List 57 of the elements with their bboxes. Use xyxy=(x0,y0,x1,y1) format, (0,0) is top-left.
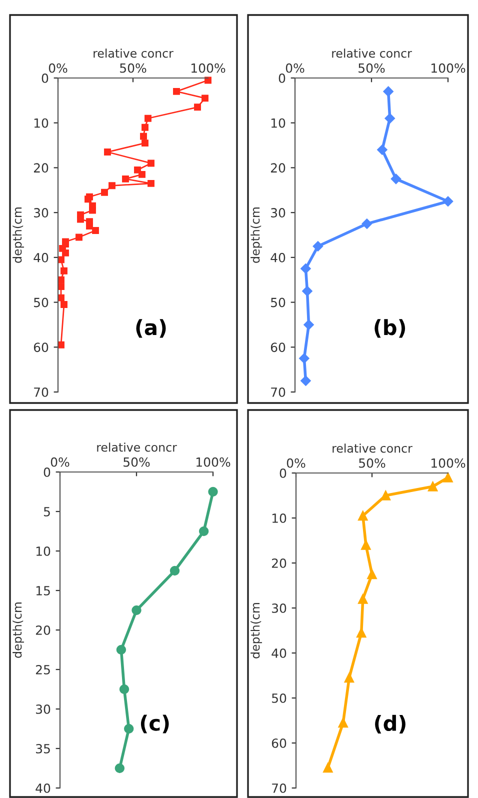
x-axis-title: relative concr xyxy=(332,444,412,453)
annotation: (d) xyxy=(375,714,406,734)
y-tick-label: 0 xyxy=(278,73,286,83)
y-tick-label: 40 xyxy=(34,252,48,262)
y-tick-label: 60 xyxy=(272,738,286,748)
x-tick-label: 100% xyxy=(432,458,466,468)
y-axis-title: depth(cm xyxy=(12,602,24,658)
y-tick-label: 5 xyxy=(44,507,50,516)
y-tick-label: 20 xyxy=(34,163,48,173)
y-tick-label: 0 xyxy=(42,73,48,83)
x-axis-title: relative concr xyxy=(332,48,412,58)
y-tick-label: 70 xyxy=(272,783,286,793)
x-tick-label: 100% xyxy=(196,457,230,467)
y-tick-label: 35 xyxy=(36,744,50,754)
y-axis-title: depth(cm xyxy=(12,208,24,263)
x-tick-label: 100% xyxy=(432,63,466,73)
y-tick-label: 15 xyxy=(36,586,50,596)
y-tick-label: 40 xyxy=(36,783,50,793)
x-tick-label: 50% xyxy=(124,457,150,467)
y-tick-label: 30 xyxy=(272,603,286,613)
y-tick-label: 10 xyxy=(34,118,48,128)
annotation: (c) xyxy=(140,714,169,734)
y-tick-label: 20 xyxy=(36,625,50,635)
x-tick-label: 0% xyxy=(48,63,68,73)
y-tick-label: 60 xyxy=(34,342,48,352)
y-tick-label: 50 xyxy=(272,693,286,703)
y-tick-label: 20 xyxy=(270,163,286,173)
x-tick-label: 0% xyxy=(50,457,70,467)
x-axis-title: relative concr xyxy=(94,48,174,58)
x-tick-label: 50% xyxy=(120,63,146,73)
annotation: (b) xyxy=(374,319,406,338)
x-tick-label: 50% xyxy=(359,458,386,468)
y-tick-label: 70 xyxy=(271,387,286,397)
y-tick-label: 20 xyxy=(272,558,286,568)
y-tick-label: 30 xyxy=(271,208,286,218)
y-tick-label: 30 xyxy=(36,704,50,714)
x-axis-title: relative concr xyxy=(97,442,177,452)
y-tick-label: 60 xyxy=(270,342,286,352)
y-tick-label: 0 xyxy=(44,467,50,477)
y-tick-label: 10 xyxy=(271,118,286,128)
x-tick-label: 50% xyxy=(358,63,385,73)
y-axis-title: depth(cm xyxy=(250,603,262,658)
y-tick-label: 50 xyxy=(34,298,48,308)
x-tick-label: 0% xyxy=(286,63,304,73)
y-tick-label: 10 xyxy=(272,513,286,523)
y-tick-label: 70 xyxy=(34,387,48,397)
y-axis-title: depth(cm xyxy=(250,208,262,263)
y-tick-label: 0 xyxy=(280,468,286,478)
annotation: (a) xyxy=(136,319,166,338)
y-tick-label: 30 xyxy=(34,208,48,218)
y-tick-label: 10 xyxy=(36,546,50,556)
y-tick-label: 50 xyxy=(271,298,286,308)
y-tick-label: 40 xyxy=(270,252,286,262)
y-tick-label: 25 xyxy=(36,664,50,674)
x-tick-label: 100% xyxy=(192,63,226,73)
x-tick-label: 0% xyxy=(286,458,306,468)
y-tick-label: 40 xyxy=(272,648,286,658)
